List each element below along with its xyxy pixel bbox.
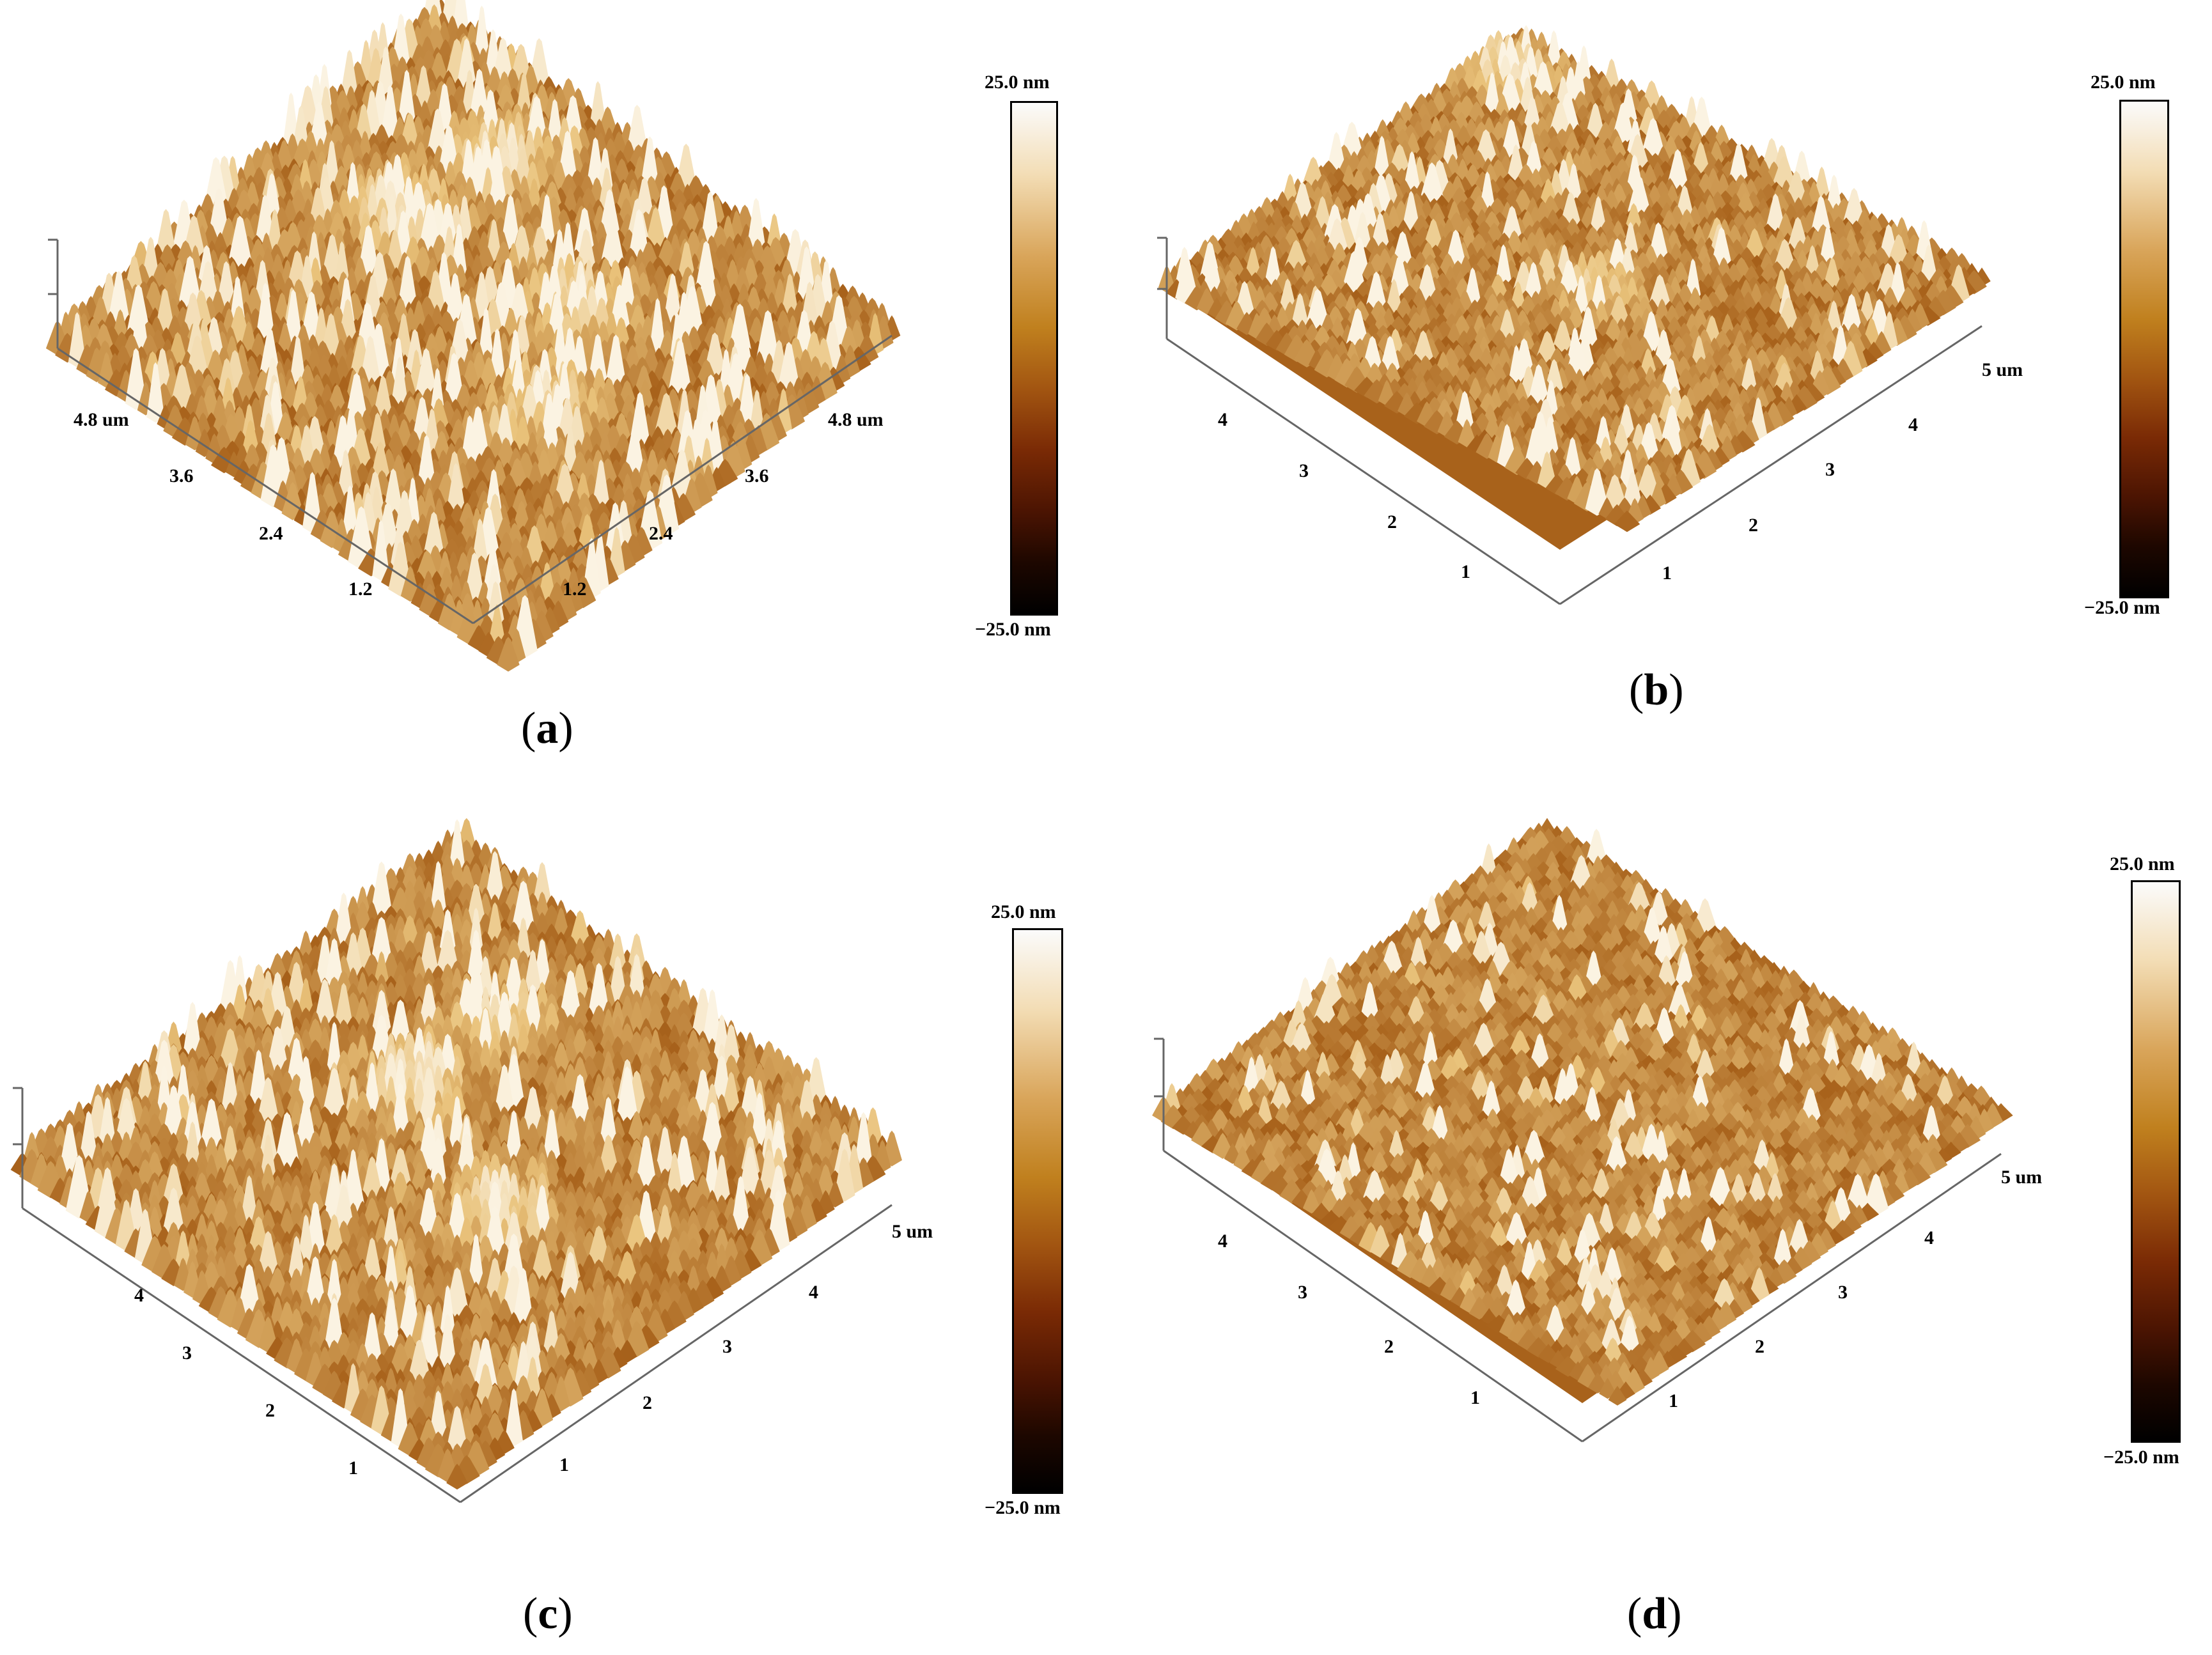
surface-peak [497, 637, 520, 672]
colorbar-b-max: 25.0 nm [2091, 72, 2156, 93]
surface-peak [485, 851, 506, 908]
surface-peak [1537, 451, 1557, 489]
surface-peak [339, 49, 359, 104]
colorbar-a-min: −25.0 nm [975, 619, 1051, 640]
surface-peak [446, 463, 466, 517]
colorbar-b: 25.0 nm −25.0 nm [2084, 70, 2199, 633]
colorbar-a-gradient [1010, 101, 1058, 616]
right-tick-b-1: 4 [1908, 414, 1918, 435]
afm-surface-a [45, 0, 901, 672]
surface-peak [297, 977, 315, 1020]
afm-surface-c [10, 818, 902, 1503]
left-tick-b-1: 3 [1299, 460, 1309, 481]
right-tick-a-1: 3.6 [745, 465, 769, 486]
caption-b: (b) [1629, 665, 1684, 715]
surface-peak [391, 357, 409, 412]
axis-box-b [1157, 237, 1982, 605]
surface-peak [68, 312, 86, 368]
panel-c: 4 3 2 1 5 um 4 3 2 1 25.0 nm −25.0 nm (c… [0, 818, 1106, 1655]
left-tick-b-2: 2 [1387, 511, 1397, 532]
right-tick-a-3: 1.2 [563, 579, 587, 600]
left-tick-b-0: 4 [1218, 409, 1227, 430]
surface-peak [125, 348, 147, 410]
surface-peak [370, 861, 393, 924]
axis-box-a [48, 238, 892, 625]
surface-peak [488, 604, 506, 649]
colorbar-a: 25.0 nm −25.0 nm [975, 70, 1090, 646]
colorbar-b-gradient [2119, 100, 2169, 598]
right-tick-b-0: 5 um [1982, 359, 2023, 380]
surface-peak [1614, 510, 1640, 532]
right-tick-b-4: 1 [1662, 563, 1672, 584]
surface-peak [400, 566, 420, 602]
left-tick-a-0: 4.8 um [74, 409, 129, 430]
afm-surface-b [1157, 25, 1991, 605]
left-tick-a-1: 3.6 [169, 465, 194, 486]
surface-peak [1483, 72, 1501, 118]
right-tick-a-2: 2.4 [649, 523, 673, 544]
right-tick-a-0: 4.8 um [828, 409, 884, 430]
left-tick-a-3: 1.2 [348, 579, 373, 600]
surface-peak [281, 481, 304, 520]
left-tick-a-2: 2.4 [259, 523, 283, 544]
right-tick-b-3: 2 [1749, 515, 1758, 536]
surface-peak [334, 983, 354, 1034]
surface-peak [1458, 419, 1476, 447]
surface-peak [146, 362, 165, 423]
surface-peak [397, 256, 418, 315]
right-tick-b-2: 3 [1825, 459, 1835, 480]
colorbar-b-min: −25.0 nm [2084, 597, 2160, 618]
surface-peak [667, 339, 693, 403]
surface-peak [429, 860, 448, 922]
surface-peak [1585, 468, 1609, 516]
surface-peak [302, 472, 322, 534]
left-tick-b-3: 1 [1461, 561, 1470, 582]
panel-b: 4 3 2 1 5 um 4 3 2 1 25.0 nm −25.0 nm (b… [1106, 0, 2212, 825]
caption-a: (a) [521, 704, 573, 753]
colorbar-a-max: 25.0 nm [985, 72, 1050, 93]
panel-a: 4.8 um 3.6 2.4 1.2 4.8 um 3.6 2.4 1.2 25… [0, 0, 1106, 825]
